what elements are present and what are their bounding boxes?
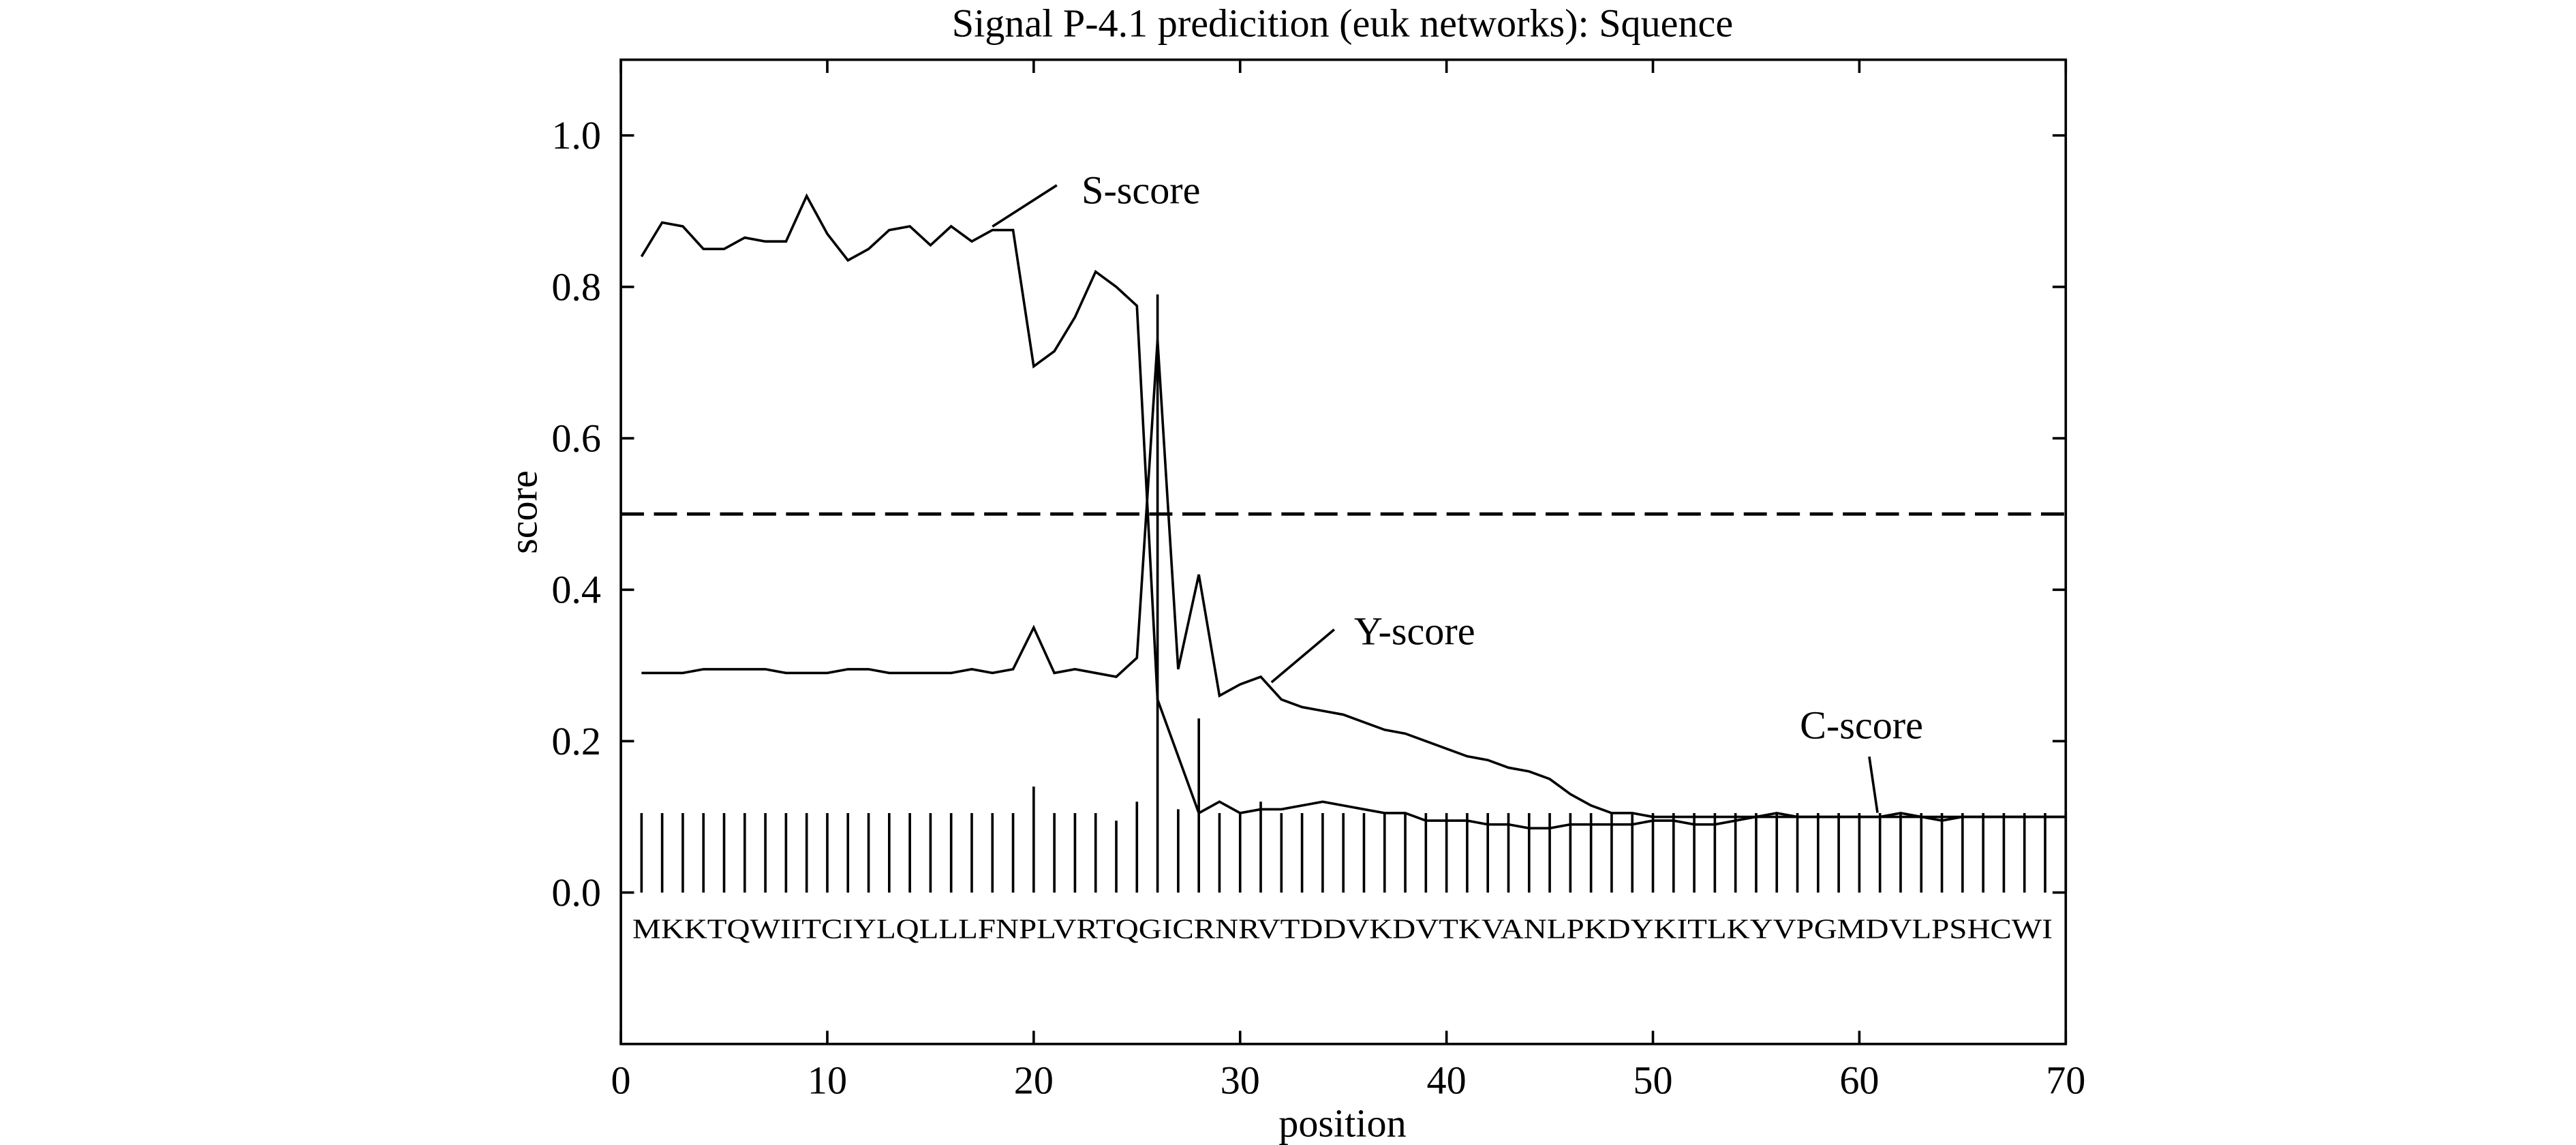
y-tick-label: 0.2 (551, 719, 601, 763)
y-score-label: Y-score (1354, 609, 1475, 653)
c-score-bars (640, 294, 2068, 893)
y-score-leader (1270, 628, 1336, 684)
y-tick-label: 1.0 (551, 113, 601, 157)
y-tick-label: 0.0 (551, 870, 601, 915)
x-tick-label: 60 (1839, 1058, 1879, 1102)
y-tick-label: 0.6 (551, 416, 601, 460)
c-score-label: C-score (1800, 703, 1923, 748)
axis-ticks: 0 10 20 30 40 50 60 70 0.0 0.2 0.4 0.6 0.8 1.0 (551, 59, 2085, 1102)
y-score-line (641, 339, 2066, 819)
x-tick-label: 40 (1427, 1058, 1467, 1102)
x-tick-label: 50 (1633, 1058, 1672, 1102)
x-tick-label: 70 (2046, 1058, 2085, 1102)
y-axis-label: score (502, 470, 546, 554)
x-tick-label: 30 (1221, 1058, 1260, 1102)
c-score-leader (1868, 756, 1879, 813)
score-lines (640, 193, 2066, 830)
x-tick-label: 10 (808, 1058, 847, 1102)
x-axis-label: position (1278, 1101, 1406, 1145)
y-tick-label: 0.4 (551, 568, 601, 612)
s-score-label: S-score (1082, 168, 1200, 212)
plot-frame (619, 58, 2068, 1045)
s-score-leader (992, 184, 1058, 228)
y-tick-label: 0.8 (551, 264, 601, 309)
x-tick-label: 20 (1014, 1058, 1054, 1102)
chart-title: Signal P-4.1 predicition (euk networks):… (952, 1, 1733, 46)
sequence-label: MKKTQWIITCIYLQLLLFNPLVRTQGICRNRVTDDVKDVT… (632, 913, 2053, 945)
x-tick-label: 0 (611, 1058, 631, 1102)
